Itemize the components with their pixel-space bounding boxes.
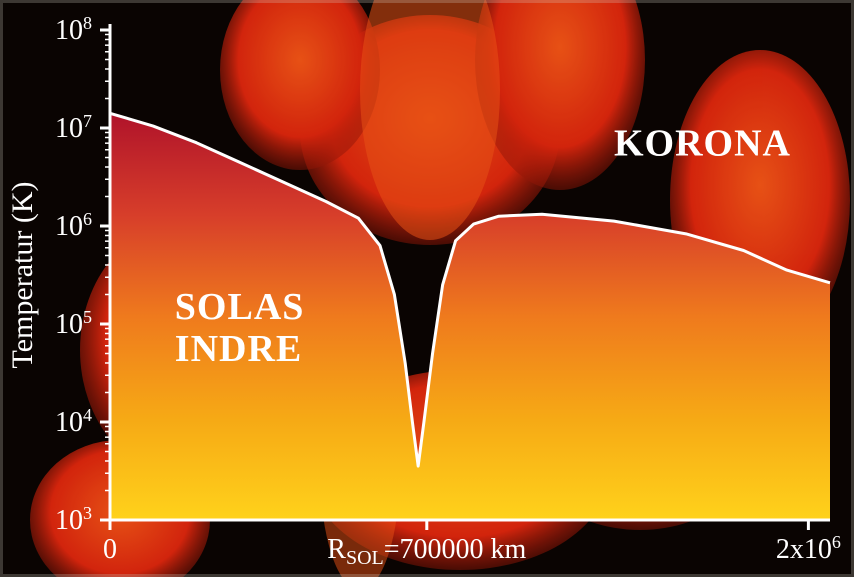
- region-label-solas-indre: INDRE: [175, 328, 302, 370]
- x-tick-label: 2x106: [776, 532, 841, 565]
- y-axis-title: Temperatur (K): [6, 182, 39, 369]
- x-tick-label: 0: [103, 534, 117, 565]
- region-label-korona: KORONA: [614, 122, 791, 164]
- chart-stage: 103104105106107108Temperatur (K)0RSOL=70…: [0, 0, 854, 577]
- region-label-solas-indre: SOLAS: [175, 286, 305, 328]
- chart-svg: 103104105106107108Temperatur (K)0RSOL=70…: [0, 0, 854, 577]
